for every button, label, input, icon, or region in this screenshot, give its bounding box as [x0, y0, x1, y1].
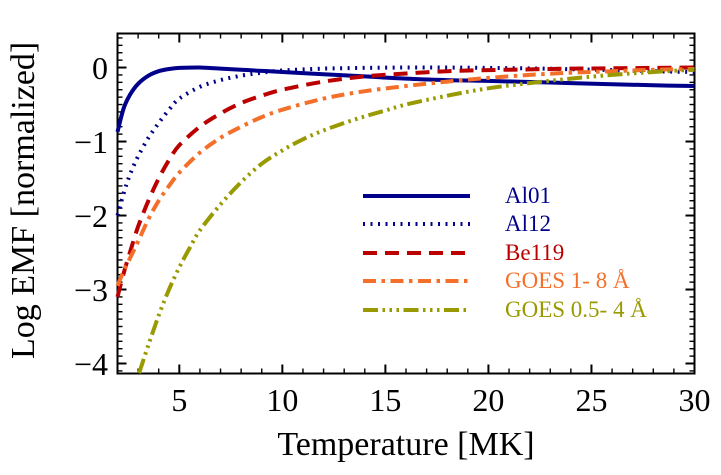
x-tick-label: 25 [575, 382, 608, 418]
x-tick-label: 30 [678, 382, 711, 418]
y-tick-label: −3 [73, 271, 108, 308]
legend-label-goes-1-8: GOES 1- 8 Å [505, 268, 630, 293]
curve-goes-1-8 [115, 67, 695, 287]
legend-label-goes-05-4: GOES 0.5- 4 Å [505, 297, 647, 322]
legend-line-al01 [363, 194, 470, 198]
legend-item-al01: Al01 [363, 182, 551, 210]
y-tick-label: −1 [73, 123, 108, 160]
x-tick-label: 20 [472, 382, 505, 418]
legend-item-goes-05-4: GOES 0.5- 4 Å [363, 296, 647, 324]
curve-be119 [115, 65, 695, 298]
legend-label-al01: Al01 [505, 183, 551, 208]
x-tick-label: 15 [369, 382, 402, 418]
y-tick-label: 0 [92, 49, 108, 86]
legend-line-al12 [363, 222, 470, 226]
legend-label-be119: Be119 [505, 240, 565, 265]
y-tick-label: −2 [73, 197, 108, 234]
curve-goes-05-4 [137, 67, 695, 374]
legend-item-goes-1-8: GOES 1- 8 Å [363, 267, 630, 295]
legend-label-al12: Al12 [505, 211, 551, 236]
x-axis-title: Temperature [MK] [277, 426, 535, 463]
x-tick-label: 10 [266, 382, 299, 418]
legend-line-be119 [363, 251, 470, 255]
x-tick-label: 5 [171, 382, 188, 418]
legend-line-goes-1-8 [363, 279, 470, 283]
y-tick-label: −4 [73, 345, 108, 382]
axis-ticks [117, 33, 696, 374]
legend-item-be119: Be119 [363, 239, 564, 267]
legend-line-goes-05-4 [363, 308, 470, 312]
legend-item-al12: Al12 [363, 210, 551, 238]
